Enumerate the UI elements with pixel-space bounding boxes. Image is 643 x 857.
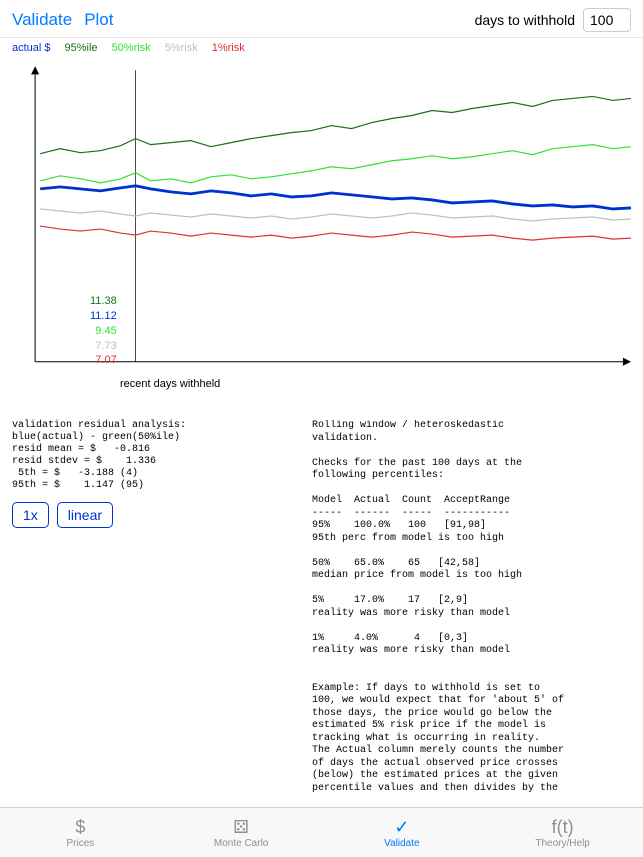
end-value: 11.38 [90, 294, 117, 309]
scale-button[interactable]: 1x [12, 502, 49, 528]
residual-text: validation residual analysis: blue(actua… [12, 420, 242, 492]
tab-bar: $Prices⚄Monte Carlo✓Validatef(t)Theory/H… [0, 807, 643, 857]
withhold-label: days to withhold [475, 12, 575, 28]
legend-item: 95%ile [65, 42, 98, 54]
x-axis-label: recent days withheld [120, 378, 220, 390]
tab-prices[interactable]: $Prices [0, 808, 161, 857]
series-end-values: 11.3811.129.457.737.07 [90, 294, 117, 368]
tab-label: Validate [384, 838, 419, 849]
legend-item: actual $ [12, 42, 51, 54]
chart-series [40, 209, 631, 221]
tab-validate[interactable]: ✓Validate [322, 808, 483, 857]
chart-series [40, 96, 631, 153]
validate-button[interactable]: Validate [12, 10, 72, 30]
end-value: 7.07 [90, 353, 117, 368]
withhold-input[interactable] [583, 8, 631, 32]
chart-series [40, 145, 631, 183]
analysis-panels: validation residual analysis: blue(actua… [0, 420, 643, 807]
header-left: Validate Plot [12, 10, 113, 30]
tab-label: Theory/Help [535, 838, 589, 849]
legend-item: 1%risk [212, 42, 245, 54]
plot-button[interactable]: Plot [84, 10, 113, 30]
residual-panel: validation residual analysis: blue(actua… [12, 420, 242, 807]
tab-label: Prices [66, 838, 94, 849]
chart-series [40, 186, 631, 209]
legend-item: 5%risk [165, 42, 198, 54]
header-toolbar: Validate Plot days to withhold [0, 0, 643, 38]
tab-icon: ✓ [394, 817, 409, 837]
end-value: 9.45 [90, 324, 117, 339]
tab-icon: ⚄ [233, 817, 249, 837]
end-value: 11.12 [90, 309, 117, 324]
chart-legend: actual $ 95%ile 50%risk 5%risk 1%risk [0, 38, 643, 56]
tab-icon: f(t) [552, 817, 574, 837]
scale-type-button[interactable]: linear [57, 502, 113, 528]
withhold-group: days to withhold [475, 8, 631, 32]
rolling-validation-text: Rolling window / heteroskedastic validat… [262, 420, 631, 807]
chart-area: 11.3811.129.457.737.07 recent days withh… [0, 56, 643, 416]
tab-icon: $ [75, 817, 85, 837]
tab-monte-carlo[interactable]: ⚄Monte Carlo [161, 808, 322, 857]
chart-series [40, 226, 631, 240]
legend-item: 50%risk [112, 42, 151, 54]
end-value: 7.73 [90, 339, 117, 354]
tab-label: Monte Carlo [214, 838, 268, 849]
chart-controls: 1x linear [12, 502, 242, 528]
tab-theory-help[interactable]: f(t)Theory/Help [482, 808, 643, 857]
